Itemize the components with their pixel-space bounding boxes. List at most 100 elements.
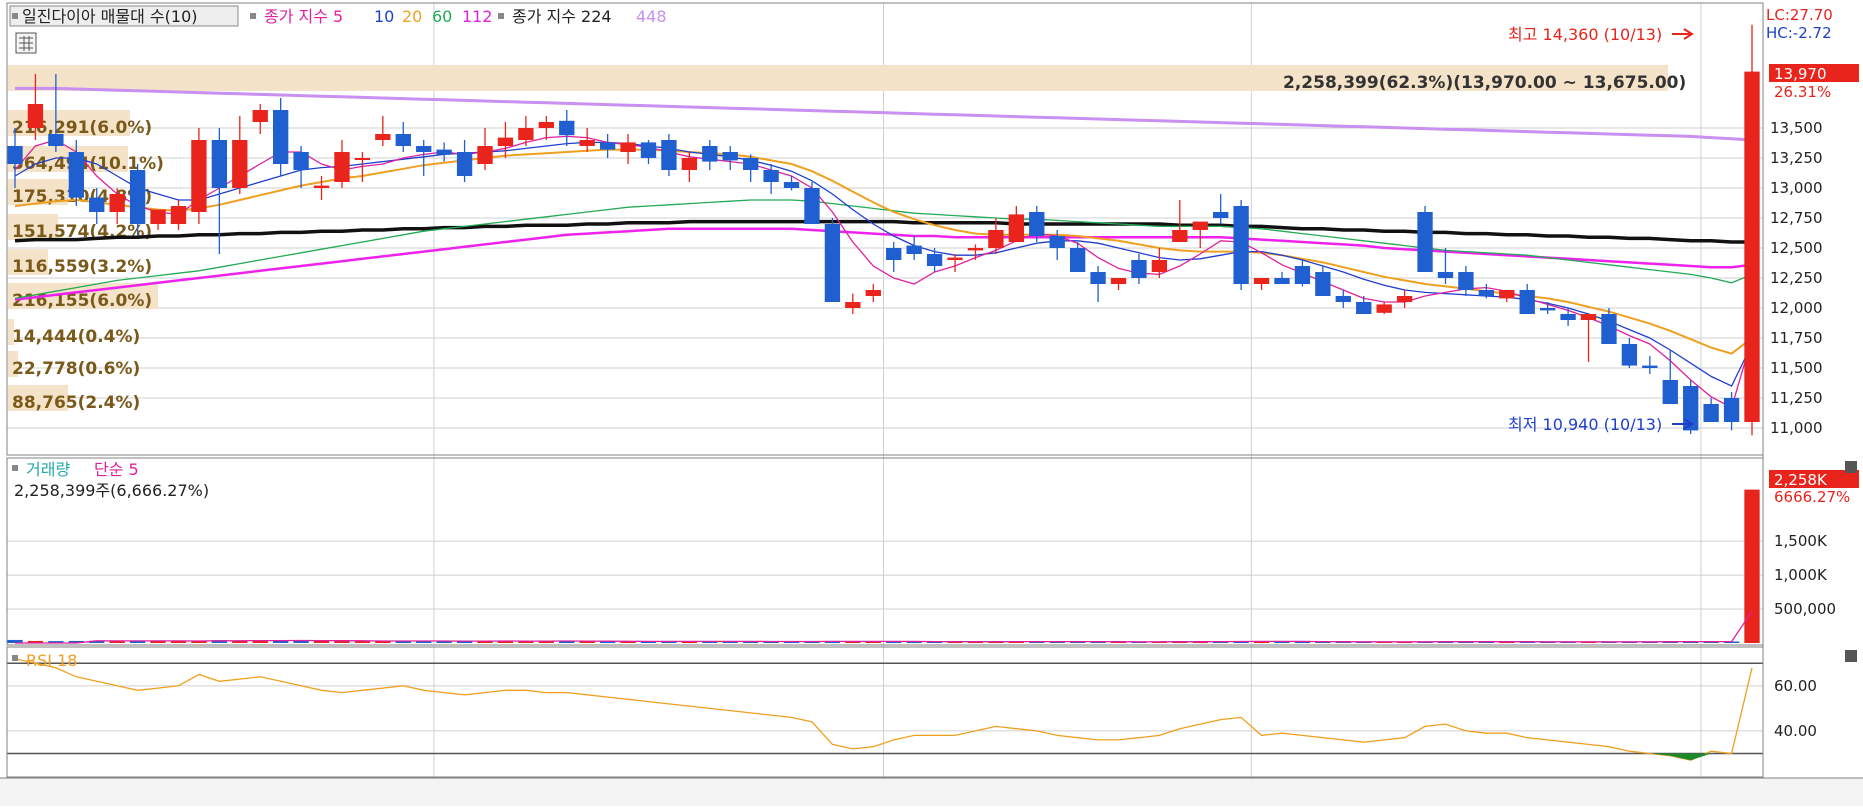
rsi-title: RSI 18 [26,651,77,670]
candle-body [272,110,289,164]
candle-body [1172,230,1188,242]
legend-checkbox-icon[interactable] [12,13,18,19]
ma-line-ma60 [14,199,1753,300]
volume-bar [27,640,44,643]
candle-body [926,254,943,266]
candle-body [1335,296,1351,302]
candle-body [743,158,759,170]
candle-body [1519,290,1535,314]
volume-bar [1723,641,1740,643]
volume-bar [150,641,166,643]
volume-bar [743,641,759,643]
volume-profile-label: 216,291(6.0%) [12,118,152,138]
volume-bar [375,640,391,643]
legend-ma2-checkbox-icon[interactable] [498,13,504,19]
candle-body [1213,212,1229,218]
high-annotation: 최고 14,360 (10/13) [1508,25,1662,44]
volume-bar [1478,641,1495,643]
low-arrow-icon [1672,418,1694,430]
legend-ma60: 60 [432,7,452,26]
candle-body [967,248,984,251]
candle-body [109,194,125,212]
rsi-close-icon[interactable] [1845,650,1857,662]
candle-body [988,230,1004,248]
volume-bar [416,641,432,643]
candle-body [1560,314,1576,320]
candle-body [1274,278,1290,284]
volume-profile-bar [8,65,1668,91]
candle-body [211,140,228,188]
candle-body [1683,386,1699,431]
current-price-tag [1769,64,1859,82]
candle-body [1315,272,1331,296]
candle-body [477,146,493,164]
candle-body [232,140,248,188]
volume-bar [313,640,330,643]
volume-bar [1029,641,1045,643]
volume-tag [1769,470,1859,488]
candle-body [313,185,330,188]
candle-body [497,137,514,146]
volume-bar [926,641,943,643]
candle-body [1008,214,1024,242]
candle-body [804,188,820,224]
candle-body [845,302,861,308]
candle-body [579,140,595,146]
volume-bar [456,641,473,643]
rsi-checkbox-icon[interactable] [12,655,18,661]
candle-body [68,152,84,198]
volume-bar [906,641,922,643]
legend-ma-checkbox-icon[interactable] [250,13,256,19]
volume-bar [1315,641,1331,643]
volume-bar [334,640,350,643]
rsi-series [14,658,1753,761]
volume-bar [1008,641,1024,643]
candle-body [1090,272,1106,284]
candle-body [129,170,146,224]
volume-bar [1519,641,1535,643]
volume-profile-label: 14,444(0.4%) [12,327,140,347]
price-tick-label: 13,250 [1770,149,1823,167]
candle-body [1049,236,1065,248]
candle-body [620,142,636,152]
volume-bar [1499,641,1515,643]
candle-body [1294,266,1311,284]
volume-bar [1274,641,1290,643]
candle-body [170,206,187,224]
candle-body [865,290,881,296]
candle-body [1029,212,1045,236]
volume-profile-bar [8,214,58,240]
volume-bar [1335,641,1351,643]
candle-body [375,134,391,140]
volume-bar [477,640,493,643]
volume-ma-line [15,610,1753,644]
rsi-line [14,658,1753,761]
volume-bar [763,641,779,643]
volume-bar [518,641,534,643]
ma-line-ma112 [14,227,1753,301]
volume-profile-label: 2,258,399(62.3%)(13,970.00 ~ 13,675.00) [1283,73,1686,93]
candles [7,24,1760,436]
volume-close-icon[interactable] [1845,461,1857,473]
candle-body [518,128,534,140]
volume-bar [702,641,718,643]
volume-bar [497,640,514,643]
legend-title-box[interactable] [9,5,239,27]
candle-body [1131,260,1147,278]
volume-bar [1458,641,1474,643]
volume-bar [988,641,1004,643]
volume-bar [865,641,881,643]
volume-bar [1110,641,1127,643]
volume-checkbox-icon[interactable] [12,465,18,471]
volume-bar [1744,489,1760,643]
volume-tick-label: 500,000 [1774,600,1836,618]
candle-body [559,120,575,136]
rsi-oversold-fill [1649,753,1712,761]
price-tick-label: 13,500 [1770,119,1823,137]
candle-body [1621,344,1638,366]
volume-bar [1294,641,1311,643]
volume-bar [1683,641,1699,643]
candle-body [1376,304,1392,313]
